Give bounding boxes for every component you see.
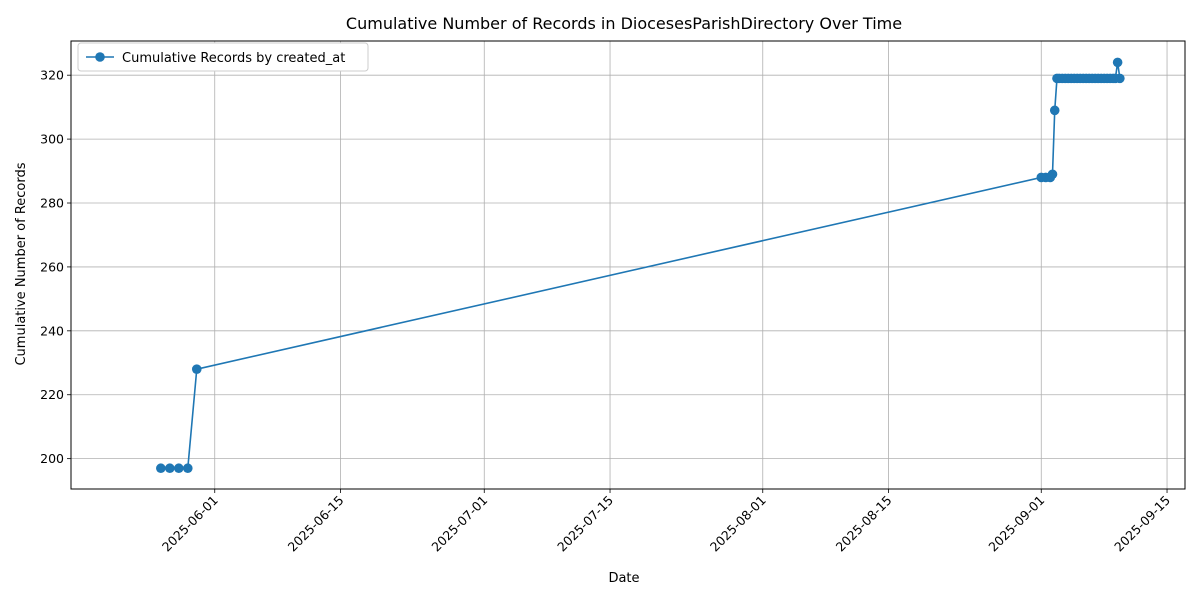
y-tick-label: 220 [40,387,64,402]
x-axis-label: Date [608,571,639,586]
legend-series-label: Cumulative Records by created_at [122,51,345,66]
y-axis-ticks: 200 220 240 260 280 300 320 [40,68,71,466]
chart-title: Cumulative Number of Records in Dioceses… [346,14,902,33]
legend: Cumulative Records by created_at [77,42,369,72]
y-tick-label: 260 [40,259,64,274]
plot-frame [70,40,1186,490]
data-point-marker [1115,73,1125,84]
y-tick-label: 320 [40,68,64,83]
data-point-marker [156,463,166,474]
legend-marker-swatch [95,52,105,62]
grid-lines [71,41,1185,489]
data-point-marker [1049,105,1060,116]
data-point-marker [165,463,175,474]
data-point-marker [174,463,184,474]
series-layer [156,57,1125,474]
data-point-marker [191,364,202,374]
y-tick-label: 240 [40,323,64,338]
data-point-marker [1047,169,1058,180]
y-axis-label: Cumulative Number of Records [14,162,29,365]
y-tick-label: 280 [40,196,64,211]
data-point-marker [182,463,193,474]
data-point-marker [1112,57,1123,68]
y-tick-label: 300 [40,132,64,147]
y-tick-label: 200 [40,451,64,466]
legend-box [77,42,369,72]
